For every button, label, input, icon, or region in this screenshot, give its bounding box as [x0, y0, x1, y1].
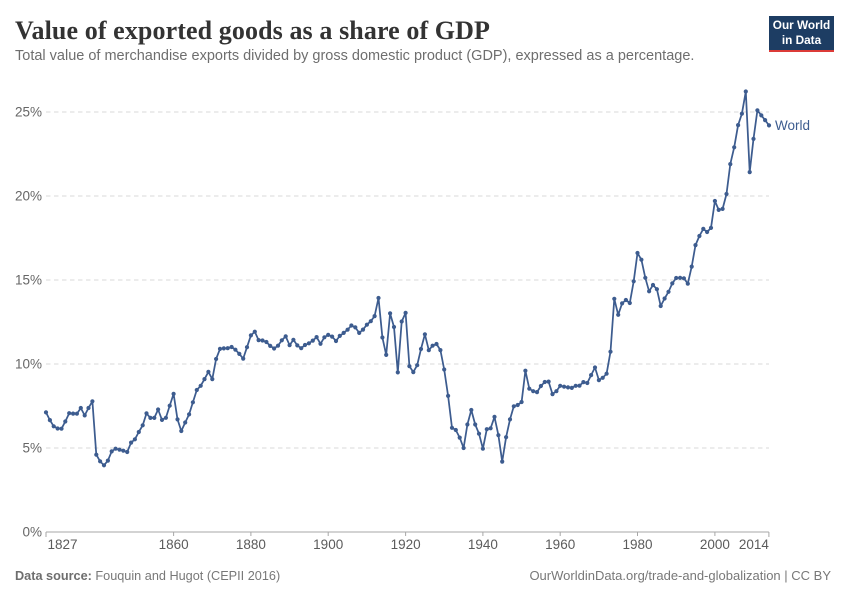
svg-text:10%: 10% [15, 357, 42, 372]
svg-text:2014: 2014 [739, 537, 770, 552]
svg-text:1827: 1827 [48, 537, 78, 552]
svg-text:0%: 0% [22, 525, 42, 540]
svg-text:15%: 15% [15, 273, 42, 288]
svg-text:1980: 1980 [622, 537, 652, 552]
svg-text:5%: 5% [22, 441, 42, 456]
svg-text:20%: 20% [15, 189, 42, 204]
svg-text:1940: 1940 [468, 537, 498, 552]
svg-text:1900: 1900 [313, 537, 343, 552]
svg-text:1920: 1920 [391, 537, 421, 552]
svg-text:1860: 1860 [159, 537, 189, 552]
svg-text:1960: 1960 [545, 537, 575, 552]
svg-text:World: World [775, 118, 810, 133]
svg-text:2000: 2000 [700, 537, 730, 552]
svg-text:1880: 1880 [236, 537, 266, 552]
svg-text:25%: 25% [15, 105, 42, 120]
